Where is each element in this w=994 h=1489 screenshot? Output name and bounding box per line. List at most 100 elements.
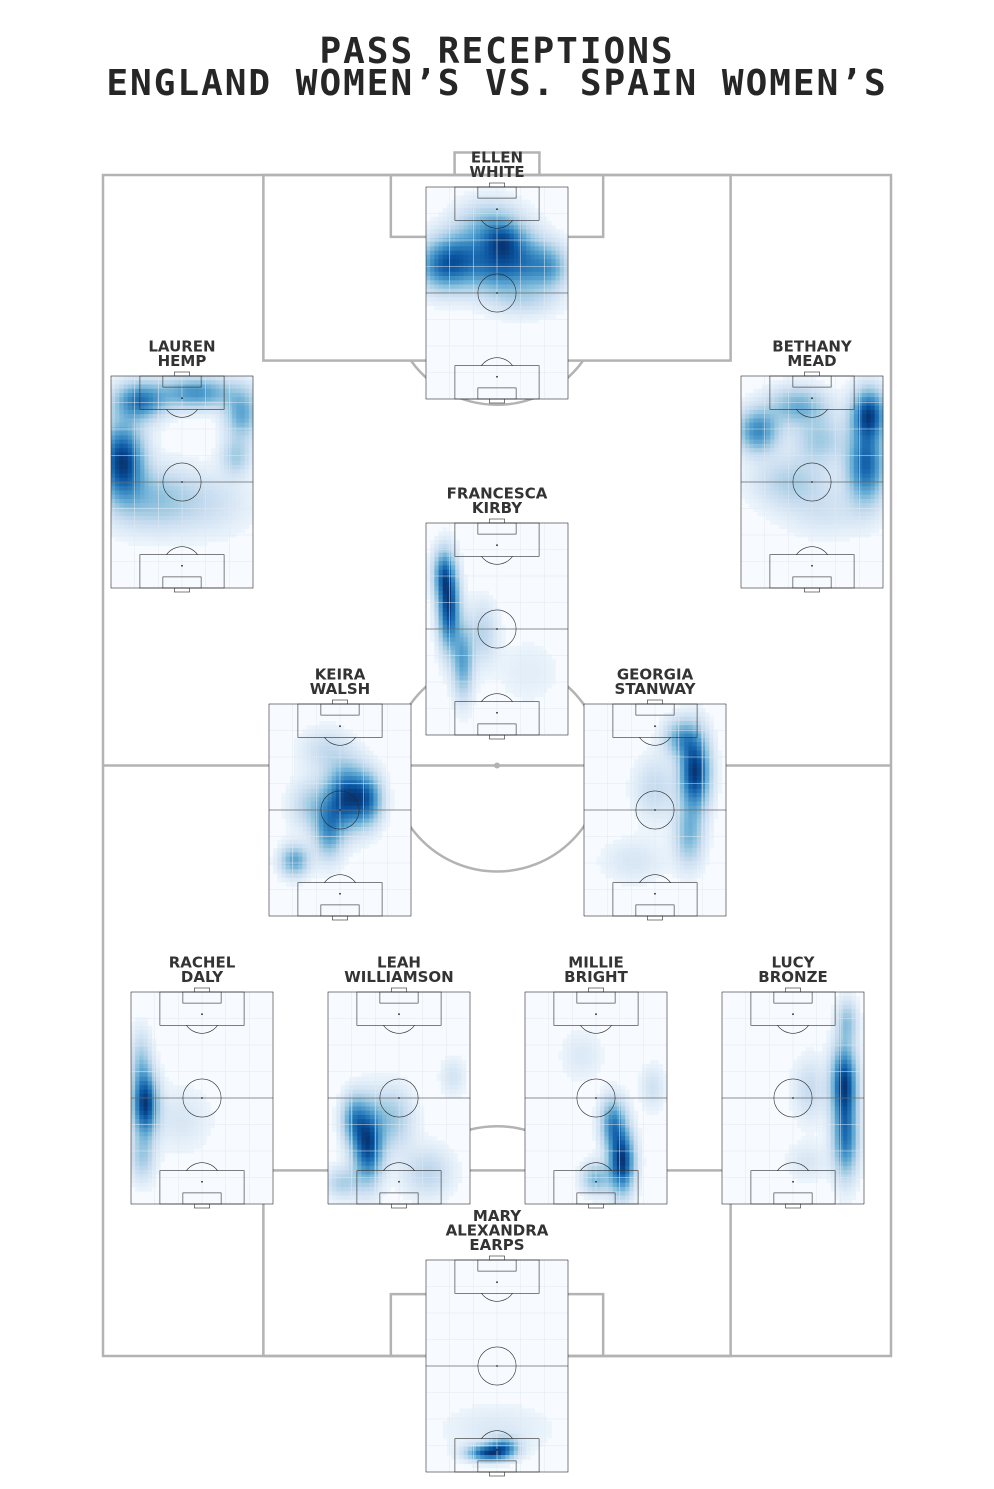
mini-goal [332,699,348,705]
mini-centre-circle [162,462,202,502]
mini-goal [174,371,190,377]
mini-penalty-spot [181,397,183,400]
mini-penalty-spot [496,1448,498,1451]
mini-penalty-spot [654,725,656,728]
mini-goal [647,915,663,921]
player-name-line: WALSH [310,680,370,698]
mini-goal [489,1471,505,1477]
player-name-line: EARPS [469,1236,524,1254]
mini-centre-circle [576,1078,616,1118]
mini-penalty-spot [339,892,341,895]
player-name-line: RACHEL [169,954,236,972]
mini-goal [489,1255,505,1261]
mini-goal [785,987,801,993]
mini-penalty-spot [496,711,498,714]
mini-penalty-arc [777,1025,809,1034]
mini-centre-circle [379,1078,419,1118]
mini-goal [332,915,348,921]
mini-penalty-spot [496,208,498,211]
mini-penalty-arc [481,220,513,229]
mini-goal [588,1203,604,1209]
mini-centre-circle [773,1078,813,1118]
mini-goal [804,371,820,377]
mini-centre-spot [792,1097,794,1099]
player-name-line: MILLIE [568,954,623,972]
player-name-line: WHITE [469,163,524,181]
mini-goal [489,518,505,524]
mini-centre-spot [496,292,498,294]
player-name-line: GEORGIA [617,666,694,684]
mini-penalty-spot [398,1013,400,1016]
player-name-line: WILLIAMSON [344,968,453,986]
player-name-line: LAUREN [148,338,215,356]
mini-centre-circle [477,1346,517,1386]
mini-centre-spot [496,628,498,630]
mini-penalty-spot [398,1180,400,1183]
mini-goal [391,1203,407,1209]
mini-penalty-arc [777,1162,809,1171]
mini-centre-circle [320,790,360,830]
top-goal [453,151,541,177]
player-name-line: BRONZE [758,968,827,986]
player-name-line: KEIRA [315,666,366,684]
mini-centre-spot [595,1097,597,1099]
mini-penalty-arc [383,1025,415,1034]
mini-penalty-arc [186,1162,218,1171]
mini-penalty-spot [339,725,341,728]
mini-penalty-arc [166,546,198,555]
mini-penalty-arc [639,874,671,883]
mini-goal [174,587,190,593]
heatmap-cells [328,1055,467,1205]
heatmap-cells [442,1404,552,1469]
mini-goal [785,1203,801,1209]
mini-centre-circle [182,1078,222,1118]
mini-penalty-arc [383,1162,415,1171]
player-name-line: DALY [181,968,224,986]
mini-penalty-arc [166,409,198,418]
mini-centre-spot [398,1097,400,1099]
mini-goal [194,987,210,993]
mini-goal [588,987,604,993]
mini-centre-spot [496,1365,498,1367]
mini-penalty-spot [181,564,183,567]
player-name-line: HEMP [158,352,207,370]
figure-title-line-2: ENGLAND WOMEN’S VS. SPAIN WOMEN’S [106,63,887,104]
player-name-line: KIRBY [472,499,523,517]
mini-penalty-spot [496,544,498,547]
player-name-line: FRANCESCA [447,485,548,503]
mini-penalty-arc [481,1430,513,1439]
mini-penalty-arc [186,1025,218,1034]
mini-penalty-spot [811,564,813,567]
mini-penalty-arc [481,357,513,366]
heatmap-cells [426,527,556,723]
mini-centre-spot [201,1097,203,1099]
mini-penalty-arc [580,1162,612,1171]
heatmap-cells [558,1030,668,1205]
mini-penalty-arc [639,737,671,746]
mini-penalty-arc [796,409,828,418]
mini-penalty-arc [796,546,828,555]
mini-penalty-spot [792,1013,794,1016]
mini-centre-spot [181,481,183,483]
mini-centre-circle [792,462,832,502]
mini-centre-circle [635,790,675,830]
mini-penalty-spot [595,1013,597,1016]
mini-centre-circle [477,273,517,313]
player-name-line: ELLEN [471,149,523,167]
heatmap-cells [741,376,884,542]
mini-penalty-arc [481,1293,513,1302]
mini-penalty-arc [324,874,356,883]
mini-goal [489,398,505,404]
mini-goal [489,734,505,740]
